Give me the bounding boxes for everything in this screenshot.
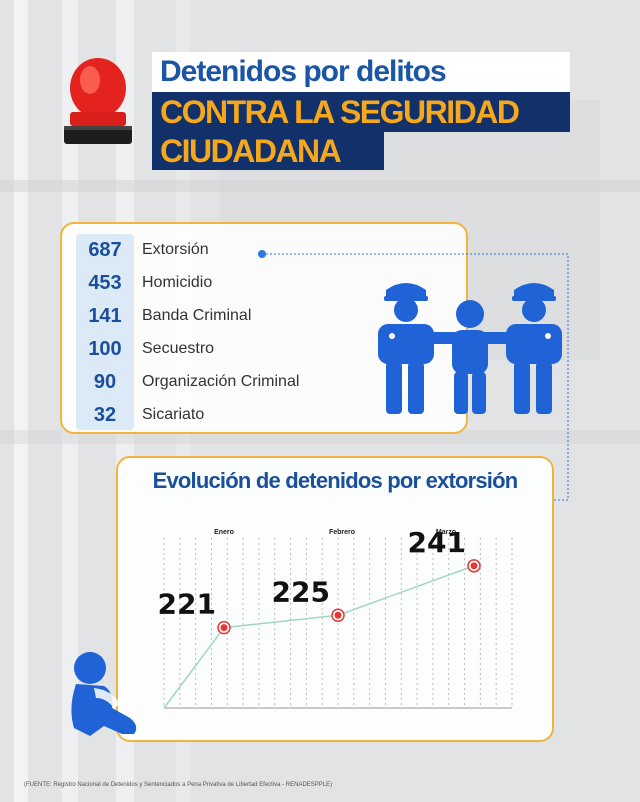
crime-label: Sicariato bbox=[142, 406, 205, 423]
crime-label: Extorsión bbox=[142, 241, 209, 258]
title-line-3: CIUDADANA bbox=[152, 132, 384, 170]
crime-count: 453 bbox=[88, 272, 122, 294]
category-label: Enero bbox=[214, 529, 234, 536]
crime-count: 32 bbox=[93, 404, 117, 426]
crime-label: Secuestro bbox=[142, 340, 215, 357]
sad-person-icon bbox=[71, 652, 137, 736]
data-point bbox=[470, 562, 478, 570]
data-label: 221 bbox=[158, 588, 216, 621]
line-chart: 221 225 241 Enero Febrero Marzo bbox=[158, 526, 513, 709]
crime-count: 687 bbox=[88, 239, 122, 261]
chart-panel: Evolución de detenidos por extorsión bbox=[116, 456, 554, 742]
crime-count: 100 bbox=[88, 338, 122, 360]
crime-row: 32 Sicariato bbox=[62, 399, 462, 431]
data-point bbox=[334, 611, 342, 619]
crime-count: 141 bbox=[88, 305, 122, 327]
title-line-2: CONTRA LA SEGURIDAD bbox=[152, 92, 570, 132]
chart-title: Evolución de detenidos por extorsión bbox=[152, 468, 519, 493]
category-label: Marzo bbox=[436, 529, 456, 536]
data-point bbox=[220, 624, 228, 632]
crime-label: Homicidio bbox=[142, 274, 213, 291]
crime-row: 90 Organización Criminal bbox=[62, 366, 462, 398]
crime-row: 453 Homicidio bbox=[62, 267, 462, 299]
crime-row: 141 Banda Criminal bbox=[62, 300, 462, 332]
police-arrest-icon bbox=[378, 283, 562, 414]
data-label: 241 bbox=[408, 526, 466, 559]
numbers-column bbox=[76, 234, 134, 430]
data-label: 225 bbox=[272, 575, 330, 608]
category-label: Febrero bbox=[329, 529, 355, 536]
siren-icon bbox=[64, 58, 132, 144]
crime-label: Banda Criminal bbox=[142, 307, 252, 324]
title-line-1: Detenidos por delitos bbox=[152, 52, 570, 92]
crime-row: 687 Extorsión bbox=[62, 234, 462, 266]
crime-label: Organización Criminal bbox=[142, 373, 300, 390]
source-note: (FUENTE: Registro Nacional de Detenidos … bbox=[24, 782, 333, 788]
series-line bbox=[163, 565, 475, 709]
crime-row: 100 Secuestro bbox=[62, 333, 462, 365]
crime-count: 90 bbox=[93, 371, 117, 393]
